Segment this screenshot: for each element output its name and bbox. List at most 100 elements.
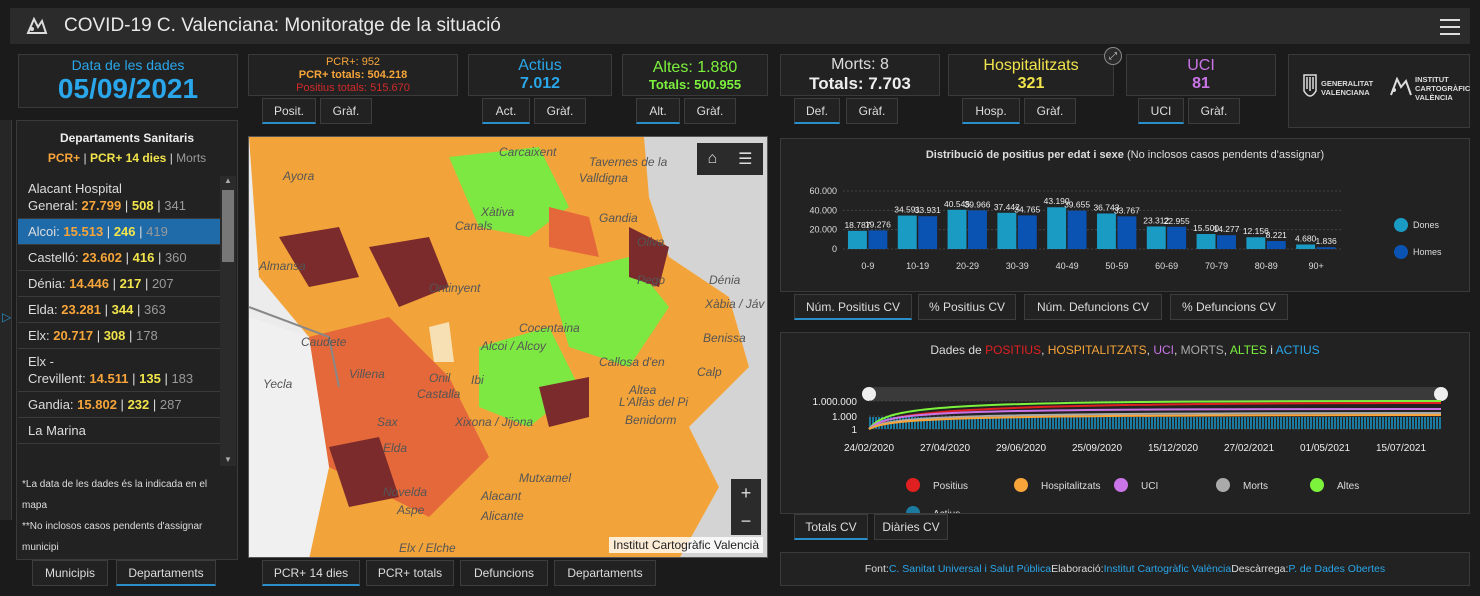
dept-list-item[interactable]: Alcoi: 15.513 | 246 | 419 [18, 219, 236, 245]
actius-daily-bar [1226, 417, 1228, 429]
scroll-down-icon[interactable]: ▼ [224, 455, 232, 464]
tab-totals-cv[interactable]: Totals CV [794, 514, 868, 540]
departaments-list[interactable]: Alacant Hospital General: 27.799 | 508 | … [18, 176, 236, 468]
dept-list-item[interactable]: Elx - Crevillent: 14.511 | 135 | 183 [18, 349, 236, 392]
time-ytick: 1 [851, 425, 857, 436]
hamburger-menu-icon[interactable] [1440, 16, 1460, 35]
tab-pcr14[interactable]: PCR+ 14 dies [262, 560, 360, 586]
age-bar-label: 34.765 [1014, 204, 1040, 214]
dept-morts: 287 [159, 397, 182, 412]
expand-icon[interactable]: ⤢ [1104, 47, 1122, 65]
tab-act-graf[interactable]: Gràf. [534, 98, 586, 124]
tab-uci[interactable]: UCI [1138, 98, 1184, 124]
age-xtick: 0-9 [861, 261, 874, 271]
tab-hosp-graf[interactable]: Gràf. [1024, 98, 1076, 124]
actius-daily-bar [1061, 417, 1063, 429]
tab-pct-defuncions[interactable]: % Defuncions CV [1170, 294, 1288, 320]
tab-pct-positius[interactable]: % Positius CV [918, 294, 1016, 320]
map-canvas[interactable] [249, 137, 768, 558]
actius-daily-bar [1286, 417, 1288, 429]
dept-list-item[interactable]: Elda: 23.281 | 344 | 363 [18, 297, 236, 323]
actius-daily-bar [1091, 417, 1093, 429]
side-collapse-strip[interactable]: ▷ [0, 120, 12, 520]
dept-list-item[interactable]: Alacant Hospital General: 27.799 | 508 | … [18, 176, 236, 219]
tab-def[interactable]: Def. [794, 98, 840, 124]
actius-daily-bar [1292, 417, 1294, 429]
actius-daily-bar [1439, 417, 1441, 429]
map-labels: Carcaixent Tavernes de la Valldigna Xàtiva C… [249, 137, 767, 557]
tab-municipis[interactable]: Municipis [32, 560, 108, 586]
tab-pcr-graf[interactable]: Gràf. [320, 98, 372, 124]
age-xtick: 90+ [1308, 261, 1323, 271]
dept-list-item[interactable]: Elx: 20.717 | 308 | 178 [18, 323, 236, 349]
list-scrollbar[interactable]: ▲ ▼ [220, 176, 236, 466]
tab-alt-graf[interactable]: Gràf. [684, 98, 736, 124]
actius-daily-bar [1241, 417, 1243, 429]
map-place-label: Onil [429, 371, 451, 385]
dept-name: Elda: [28, 302, 62, 317]
dept-name: General: [28, 198, 82, 213]
actius-daily-bar [905, 417, 907, 429]
actius-daily-bar [908, 417, 910, 429]
tab-uci-graf[interactable]: Gràf. [1188, 98, 1240, 124]
dept-pcr14: 232 [127, 397, 150, 412]
tab-num-defuncions[interactable]: Núm. Defuncions CV [1024, 294, 1162, 320]
tt-hosp: HOSPITALITZATS [1047, 343, 1147, 357]
age-bar-dones [997, 212, 1017, 249]
actius-daily-bar [1136, 417, 1138, 429]
time-xtick: 15/07/2021 [1376, 443, 1426, 454]
age-bar-label: 34.591 [894, 205, 920, 215]
dept-sep: | [139, 224, 143, 239]
tab-map-departaments[interactable]: Departaments [554, 560, 656, 586]
tab-pcr-totals[interactable]: PCR+ totals [366, 560, 454, 586]
actius-daily-bar [992, 417, 994, 429]
tab-hosp[interactable]: Hosp. [962, 98, 1020, 124]
actius-daily-bar [1274, 417, 1276, 429]
elab-link[interactable]: Institut Cartogràfic València [1103, 563, 1232, 575]
dept-list-item[interactable]: Castelló: 23.602 | 416 | 360 [18, 245, 236, 271]
map-view[interactable]: Carcaixent Tavernes de la Valldigna Xàtiva C… [248, 136, 768, 558]
tab-defuncions[interactable]: Defuncions [460, 560, 548, 586]
map-place-label: Tavernes de la [589, 155, 668, 169]
time-legend-swatch [906, 506, 920, 513]
tab-diaries-cv[interactable]: Diàries CV [874, 514, 948, 540]
actius-daily-bar [1418, 417, 1420, 429]
scroll-thumb[interactable] [222, 190, 234, 262]
dept-list-item[interactable]: Gandia: 15.802 | 232 | 287 [18, 392, 236, 418]
home-icon[interactable]: ⌂ [707, 150, 718, 167]
scroll-up-icon[interactable]: ▲ [224, 176, 232, 185]
tab-posit[interactable]: Posit. [262, 98, 316, 124]
expand-arrow-icon[interactable]: ▷ [2, 310, 12, 324]
tab-num-positius[interactable]: Núm. Positius CV [794, 294, 912, 320]
font-link[interactable]: C. Sanitat Universal i Salut Pública [888, 563, 1052, 575]
tab-alt[interactable]: Alt. [636, 98, 680, 124]
tab-departaments[interactable]: Departaments [116, 560, 216, 586]
zoom-out-button[interactable]: − [740, 511, 752, 531]
actius-daily-bar [1232, 417, 1234, 429]
dept-list-item[interactable]: Dénia: 14.446 | 217 | 207 [18, 271, 236, 297]
dept-list-item[interactable]: La Marina [18, 418, 236, 444]
tab-act[interactable]: Act. [482, 98, 530, 124]
map-place-label: Elda [383, 441, 408, 455]
actius-daily-bar [1265, 417, 1267, 429]
gva-shield-icon [1303, 74, 1317, 97]
legend-pcr: PCR+ [47, 151, 81, 165]
map-place-label: Cocentaina [519, 321, 580, 335]
app-title: COVID-19 C. Valenciana: Monitoratge de l… [64, 15, 501, 36]
age-legend-label: Dones [1413, 220, 1440, 230]
actius-daily-bar [1217, 417, 1219, 429]
actius-daily-bar [929, 417, 931, 429]
actius-daily-bar [956, 417, 958, 429]
tab-def-graf[interactable]: Gràf. [846, 98, 898, 124]
actius-daily-bar [1367, 417, 1369, 429]
list-icon[interactable]: ☰ [738, 151, 753, 168]
actius-daily-bar [1112, 417, 1114, 429]
desc-link[interactable]: P. de Dades Obertes [1288, 563, 1386, 575]
age-bar-dones [847, 230, 867, 249]
time-legend-label: UCI [1141, 481, 1158, 492]
dept-sep: | [120, 397, 124, 412]
zoom-in-button[interactable]: + [740, 483, 752, 503]
actius-daily-bar [1055, 417, 1057, 429]
age-bar-homes [1167, 226, 1187, 249]
dept-pcr: 20.717 [53, 328, 94, 343]
